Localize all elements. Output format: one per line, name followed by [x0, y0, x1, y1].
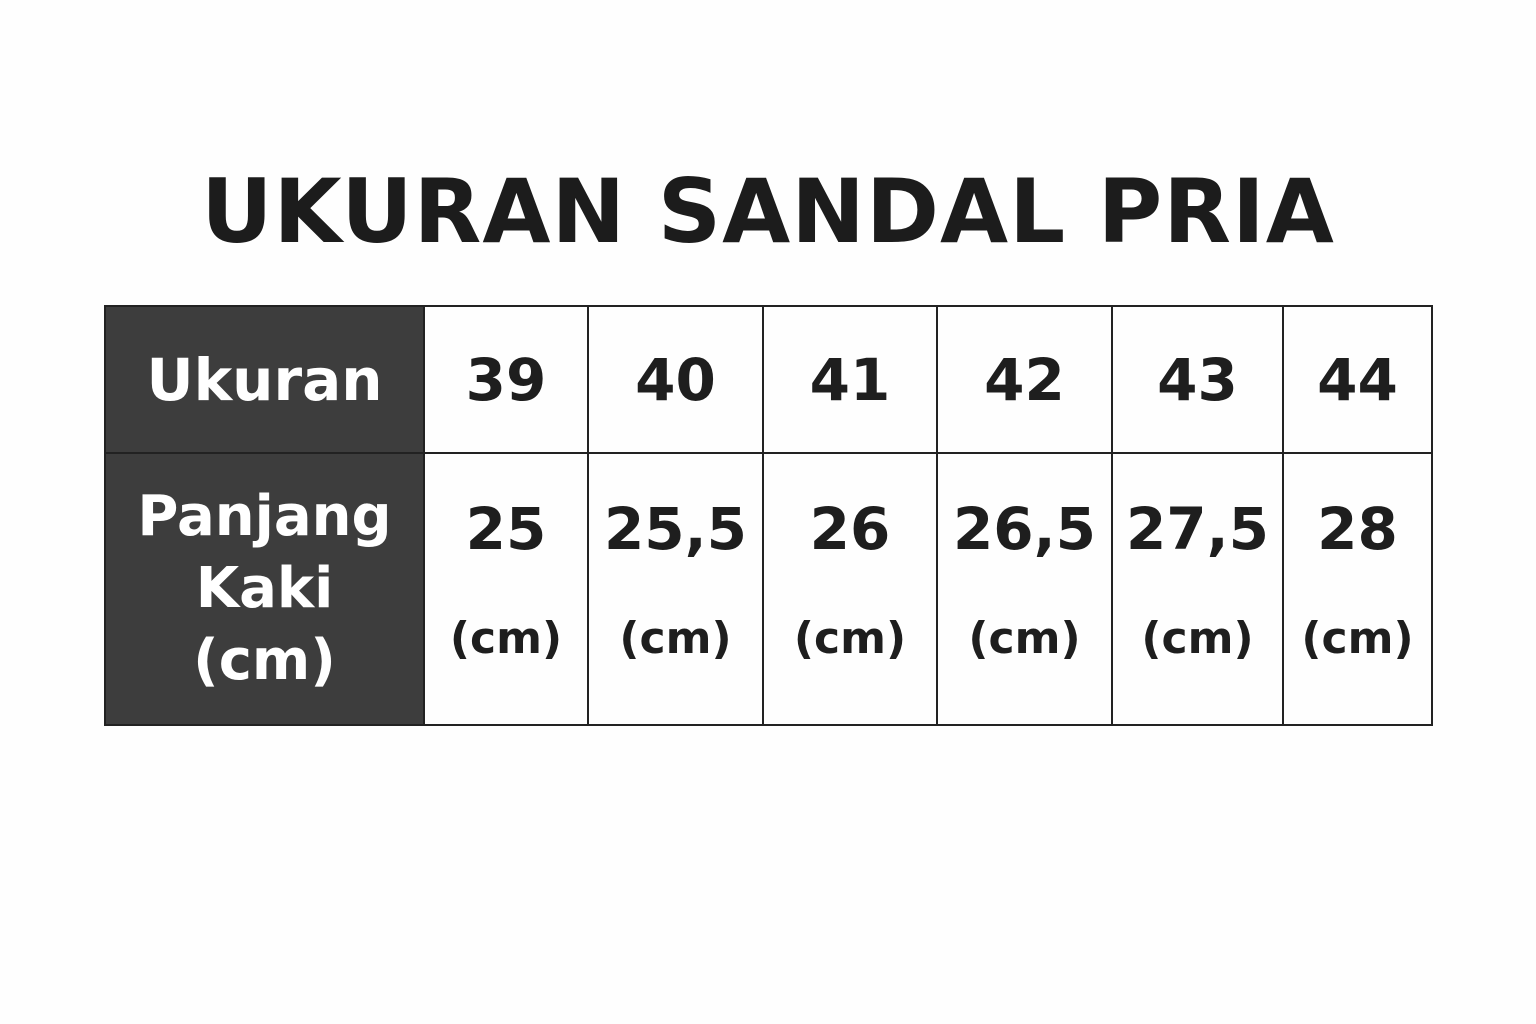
size-cell: 39 [423, 305, 589, 454]
unit-label: (cm) [619, 612, 732, 664]
header-line: Kaki [195, 556, 334, 621]
size-table: Ukuran 39 40 41 42 43 44 Panjang Kaki (c… [104, 305, 1433, 726]
unit-label: (cm) [793, 612, 907, 664]
unit-label: (cm) [449, 612, 563, 664]
size-row: Ukuran 39 40 41 42 43 44 [104, 305, 1433, 454]
unit-label: (cm) [968, 612, 1081, 664]
length-cell: 25 (cm) [423, 452, 589, 726]
header-line: (cm) [193, 628, 336, 693]
size-cell: 40 [587, 305, 764, 454]
size-cell: 42 [936, 305, 1113, 454]
length-value: 28 [1317, 494, 1398, 563]
length-cell: 26,5 (cm) [936, 452, 1113, 726]
page-title: UKURAN SANDAL PRIA [201, 160, 1335, 263]
length-value: 25 [465, 494, 547, 563]
length-cell: 26 (cm) [762, 452, 938, 726]
row-header-size: Ukuran [104, 305, 425, 454]
size-cell: 44 [1282, 305, 1433, 454]
size-cell: 41 [762, 305, 938, 454]
unit-label: (cm) [1301, 612, 1414, 664]
length-value: 26 [809, 494, 891, 563]
row-header-length: Panjang Kaki (cm) [104, 452, 425, 726]
length-cell: 28 (cm) [1282, 452, 1433, 726]
length-value: 25,5 [603, 494, 748, 563]
length-value: 27,5 [1125, 494, 1270, 563]
header-line: Panjang [137, 484, 392, 549]
length-row: Panjang Kaki (cm) 25 (cm) 25,5 (cm) 26 (cm)… [104, 452, 1433, 726]
unit-label: (cm) [1141, 612, 1254, 664]
length-cell: 25,5 (cm) [587, 452, 764, 726]
length-value: 26,5 [952, 494, 1097, 563]
size-cell: 43 [1111, 305, 1284, 454]
length-cell: 27,5 (cm) [1111, 452, 1284, 726]
